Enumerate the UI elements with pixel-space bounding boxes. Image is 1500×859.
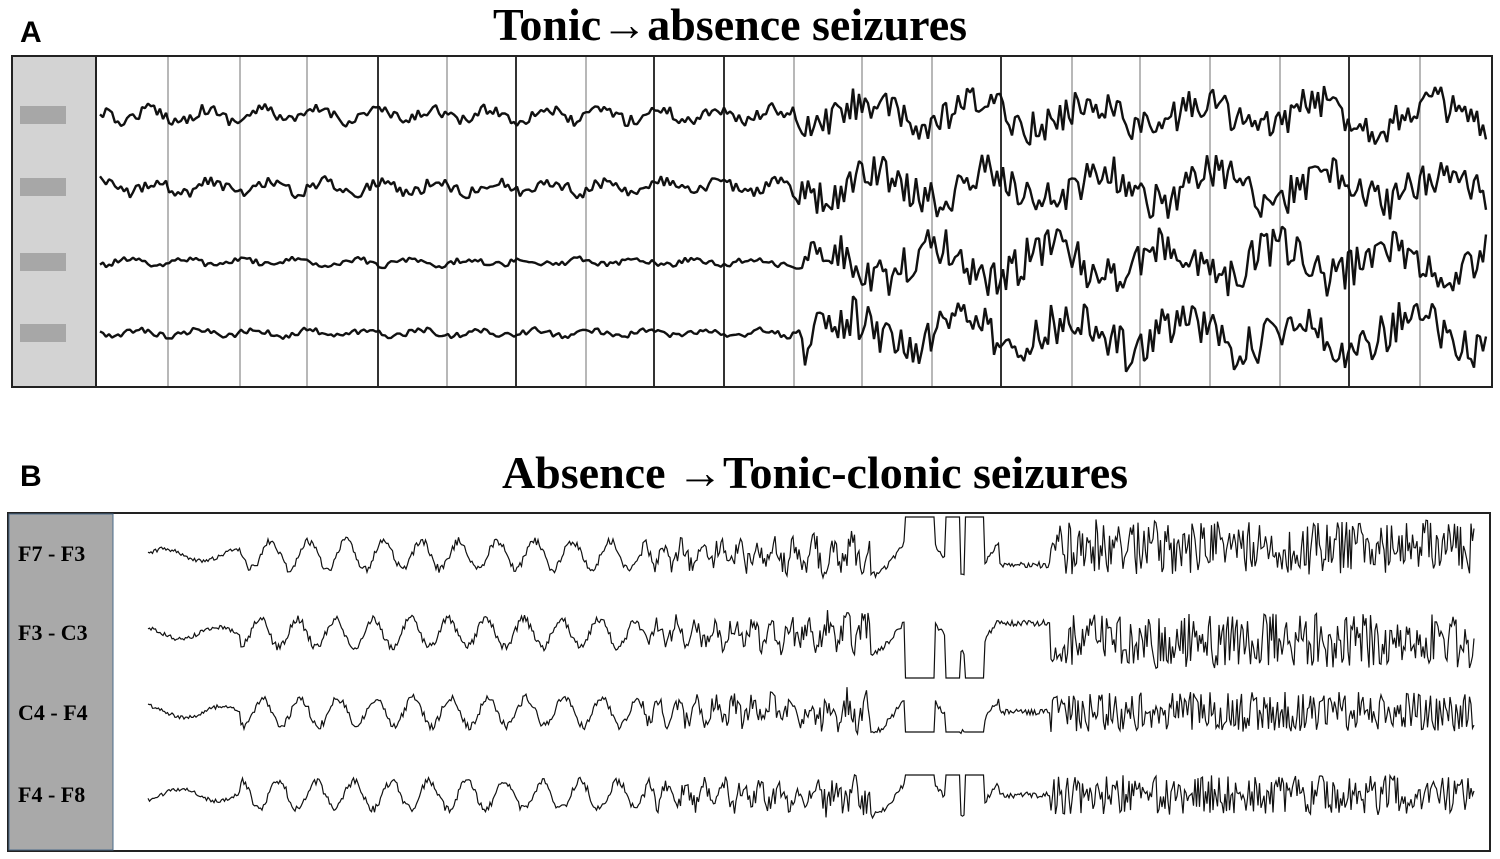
eeg-trace bbox=[147, 773, 1475, 820]
panel-frame bbox=[7, 512, 1491, 852]
eeg-trace bbox=[99, 154, 1488, 220]
channel-label: C4 - F4 bbox=[18, 700, 88, 725]
label-column bbox=[8, 513, 114, 851]
eeg-trace bbox=[99, 225, 1488, 297]
eeg-trace bbox=[147, 687, 1475, 736]
panel-label: A bbox=[20, 16, 42, 49]
traces-a bbox=[20, 57, 1488, 386]
label-glyph bbox=[20, 324, 66, 342]
channel-label: F7 - F3 bbox=[18, 541, 85, 566]
panel-title: Tonic→absence seizures bbox=[493, 0, 967, 50]
traces-b bbox=[147, 516, 1475, 820]
panel-title: Absence →Tonic-clonic seizures bbox=[502, 447, 1128, 498]
eeg-trace bbox=[147, 516, 1475, 580]
panel-label: B bbox=[20, 460, 42, 493]
channel-label: F3 - C3 bbox=[18, 620, 88, 645]
label-glyph bbox=[20, 178, 66, 196]
eeg-trace bbox=[99, 85, 1488, 146]
channel-label: F4 - F8 bbox=[18, 782, 85, 807]
label-glyph bbox=[20, 106, 66, 124]
label-glyph bbox=[20, 253, 66, 271]
label-column bbox=[13, 57, 96, 386]
eeg-trace bbox=[147, 610, 1475, 679]
eeg-trace bbox=[99, 295, 1488, 373]
